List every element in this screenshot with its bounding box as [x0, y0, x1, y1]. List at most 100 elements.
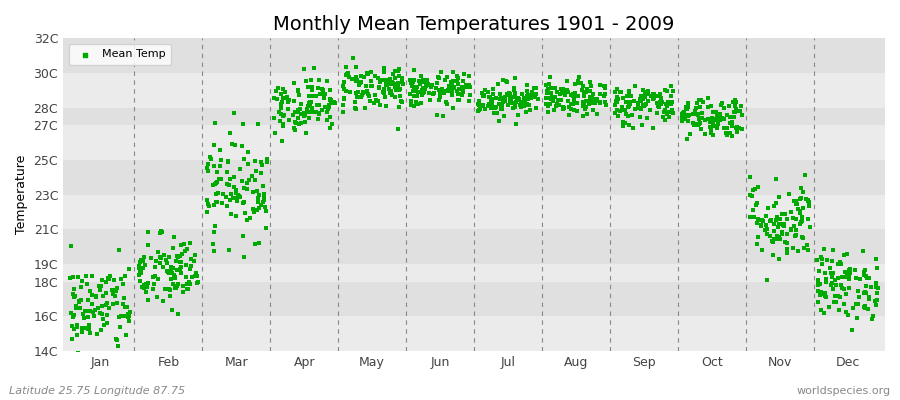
Point [700, 104, 715, 110]
Point [531, 96, 545, 102]
Point [846, 304, 860, 311]
Point [541, 85, 555, 92]
Point [170, 281, 184, 288]
Point [693, 126, 707, 132]
Point [81, 314, 95, 320]
Point [442, 83, 456, 90]
Point [639, 101, 653, 107]
Point [849, 301, 863, 307]
Point [508, 104, 522, 110]
Point [868, 298, 882, 304]
Point [868, 302, 883, 308]
Bar [63, 230, 885, 264]
Point [415, 92, 429, 98]
Point [641, 88, 655, 95]
Point [704, 126, 718, 133]
Point [420, 77, 435, 84]
Point [206, 240, 220, 247]
Point [122, 318, 136, 324]
Point [772, 234, 787, 240]
Point [250, 206, 265, 213]
Point [842, 270, 857, 277]
Point [174, 259, 188, 266]
Point [305, 105, 320, 111]
Point [539, 94, 554, 101]
Point [146, 286, 160, 292]
Point [663, 101, 678, 108]
Point [568, 93, 582, 99]
Point [459, 82, 473, 88]
Point [346, 75, 360, 82]
Point [341, 70, 356, 76]
Point [782, 191, 796, 198]
Point [408, 84, 422, 90]
Point [803, 224, 817, 230]
Point [352, 82, 366, 89]
Point [392, 104, 407, 110]
Point [208, 181, 222, 187]
Point [780, 216, 795, 222]
Point [210, 169, 224, 175]
Point [388, 94, 402, 100]
Point [850, 314, 864, 321]
Point [814, 290, 828, 297]
Point [675, 110, 689, 117]
Point [657, 109, 671, 115]
Point [776, 221, 790, 227]
Point [614, 89, 628, 95]
Point [829, 282, 843, 288]
Point [299, 130, 313, 136]
Point [148, 258, 163, 264]
Point [841, 312, 855, 318]
Point [392, 92, 407, 99]
Point [851, 287, 866, 294]
Point [79, 324, 94, 331]
Point [676, 110, 690, 116]
Point [869, 264, 884, 271]
Point [372, 84, 386, 90]
Point [627, 106, 642, 112]
Point [710, 115, 724, 121]
Point [482, 94, 496, 100]
Point [68, 312, 82, 318]
Point [137, 284, 151, 291]
Point [256, 197, 271, 204]
Point [85, 292, 99, 298]
Point [843, 268, 858, 275]
Point [775, 231, 789, 238]
Point [868, 284, 883, 290]
Point [321, 106, 336, 112]
Point [485, 95, 500, 102]
Point [514, 99, 528, 106]
Point [598, 91, 612, 97]
Point [107, 287, 122, 294]
Point [824, 274, 839, 280]
Point [681, 104, 696, 110]
Point [680, 118, 695, 124]
Point [623, 100, 637, 107]
Point [174, 270, 188, 276]
Point [119, 332, 133, 338]
Point [772, 194, 787, 200]
Point [487, 110, 501, 116]
Point [436, 89, 450, 95]
Point [493, 95, 508, 102]
Point [734, 126, 749, 132]
Point [570, 100, 584, 106]
Point [67, 294, 81, 300]
Point [623, 99, 637, 106]
Point [868, 256, 883, 262]
Point [221, 182, 236, 188]
Point [616, 106, 631, 113]
Point [751, 184, 765, 190]
Point [82, 324, 96, 331]
Point [766, 239, 780, 246]
Point [364, 78, 378, 84]
Point [94, 311, 109, 318]
Point [140, 284, 155, 290]
Point [76, 311, 90, 318]
Point [587, 98, 601, 104]
Point [356, 74, 371, 80]
Point [483, 94, 498, 101]
Point [349, 106, 364, 112]
